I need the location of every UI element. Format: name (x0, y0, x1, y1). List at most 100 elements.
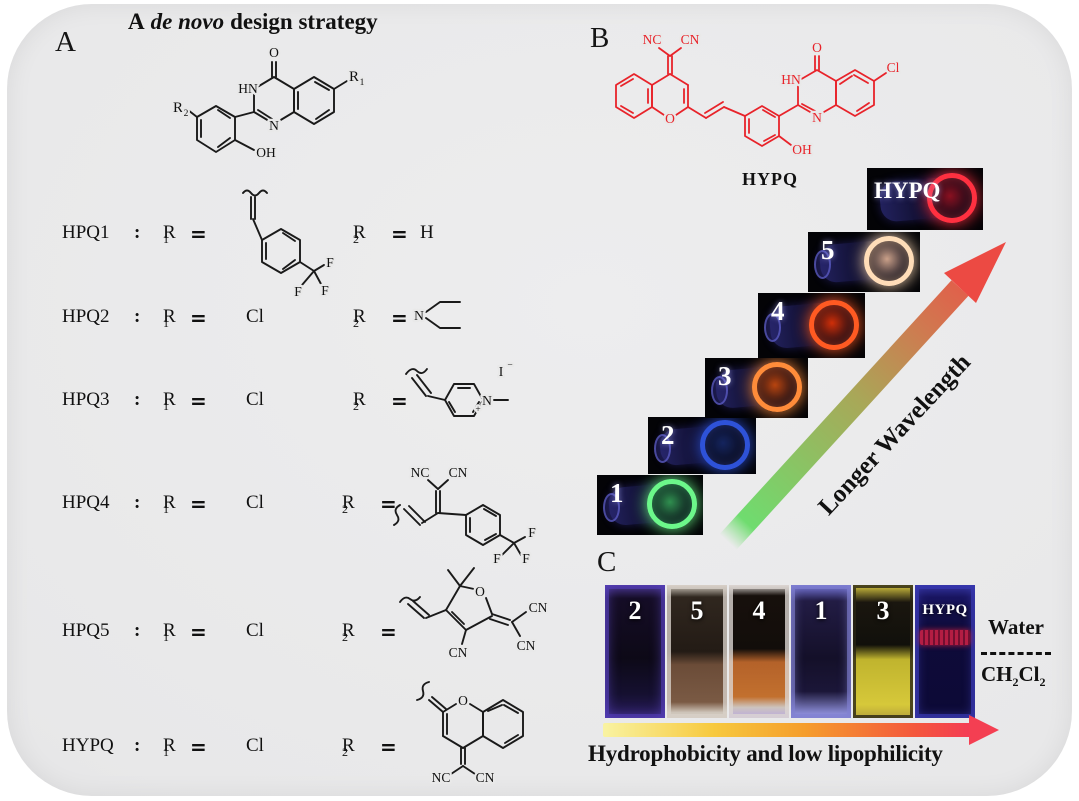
cuvette-photo-strip: 2 5 4 1 3 HYPQ (605, 585, 975, 718)
r-sub: 1 (163, 398, 169, 413)
r2-substituent-label: R (173, 100, 183, 116)
r-letter: R (342, 620, 355, 641)
wavy-attachment-bond (416, 681, 430, 701)
solvent-text: CH (981, 662, 1013, 686)
r1-value: Cl (246, 620, 264, 641)
hydrophobicity-arrow (603, 723, 971, 737)
panel-c-label: C (597, 546, 617, 578)
r2-subscript: 2 (184, 109, 189, 119)
hypq-full-structure: NC CN O OH HN N O Cl (615, 30, 902, 159)
vial-number: HYPQ (874, 178, 941, 203)
r-sub: 2 (342, 744, 348, 759)
vial-photo-5: 5 (808, 232, 920, 292)
hydrophobicity-arrowhead (969, 715, 999, 745)
equals-sign: = (190, 620, 207, 644)
vial-cap (654, 434, 671, 464)
solvent-sub: 2 (1012, 675, 1019, 690)
colon: : (134, 222, 141, 243)
hypq-structure-caption: HYPQ (742, 169, 798, 189)
cuvette-5: 5 (667, 585, 727, 718)
nc-group: NC (432, 770, 451, 785)
cl-atom: Cl (887, 60, 900, 75)
f-atom: F (528, 525, 536, 540)
r-sub: 2 (353, 231, 359, 246)
vial-glow-ring (809, 299, 859, 350)
cuvette-4: 4 (729, 585, 789, 718)
title-pre: A (128, 9, 145, 34)
r-sub: 1 (163, 501, 169, 516)
solvent-sub: 2 (1039, 675, 1046, 690)
oh-group: OH (256, 145, 276, 160)
hpq5-r2-structure-tricyanofuran: O CN CN CN (399, 567, 550, 662)
cuvette-number: 3 (876, 596, 890, 625)
hpq3-r2-structure-vinyl-pyridinium-iodide: N + I − (405, 359, 515, 417)
vial-number: 1 (610, 478, 624, 508)
cn-group: CN (476, 770, 495, 785)
compound-name: HPQ2 (62, 306, 110, 327)
wavy-attachment-bond (405, 368, 428, 375)
vial-cap (711, 376, 728, 405)
water-phase-label: Water (988, 615, 1044, 639)
hn-atom: HN (238, 81, 258, 96)
cuvette-number: 2 (628, 596, 642, 625)
r1-value: Cl (246, 492, 264, 513)
vial-glow-ring (752, 362, 802, 412)
compound-name: HPQ4 (62, 492, 110, 513)
compound-name: HYPQ (62, 735, 114, 756)
vial-glow-ring (927, 173, 977, 223)
colon: : (134, 620, 141, 641)
cuvette-number: 5 (690, 596, 704, 625)
r-sub: 2 (342, 629, 348, 644)
iodide-atom: I (499, 364, 504, 379)
equals-sign: = (190, 735, 207, 759)
r-letter: R (163, 306, 176, 327)
hpq2-r2-structure-diethylamino: N (412, 301, 461, 329)
vial-number: 4 (771, 296, 785, 326)
longer-wavelength-arrow (719, 242, 1006, 550)
r-sub: 1 (163, 231, 169, 246)
vial-cap (764, 312, 781, 342)
r1-substituent-label: R (349, 69, 359, 85)
r-letter: R (353, 389, 366, 410)
compound-name: HPQ3 (62, 389, 110, 410)
equals-sign: = (190, 389, 207, 413)
vial-photo-hypq: HYPQ (867, 168, 983, 230)
arrowhead (944, 242, 1006, 303)
equals-sign: = (380, 492, 397, 516)
f-atom: F (294, 284, 302, 299)
vial-number: 5 (821, 235, 835, 265)
vial-photo-4: 4 (758, 293, 865, 358)
f-atom: F (321, 283, 329, 298)
wavy-attachment-bond (393, 504, 401, 526)
f-atom: F (493, 551, 501, 566)
cuvette-2: 2 (605, 585, 665, 718)
equals-sign: = (190, 492, 207, 516)
cn-group: CN (681, 32, 700, 47)
cuvette-1: 1 (791, 585, 851, 718)
r1-value: Cl (246, 389, 264, 410)
solvent-text: Cl (1018, 662, 1040, 686)
n-atom: N (414, 308, 424, 323)
vial-glow-ring (864, 236, 914, 286)
r-sub: 2 (342, 501, 348, 516)
r-letter: R (342, 492, 355, 513)
nc-group: NC (643, 32, 662, 47)
plus-charge: + (475, 405, 480, 415)
cn-group: CN (517, 638, 536, 653)
wavy-attachment-bond (242, 189, 268, 197)
f-atom: F (326, 255, 334, 270)
title-post: design strategy (230, 9, 378, 34)
r-sub: 2 (353, 398, 359, 413)
r1-value: Cl (246, 735, 264, 756)
cn-group: CN (529, 600, 548, 615)
vial-number: 2 (661, 420, 675, 450)
vial-number: 3 (718, 361, 732, 391)
vial-photo-1: 1 (597, 475, 703, 535)
